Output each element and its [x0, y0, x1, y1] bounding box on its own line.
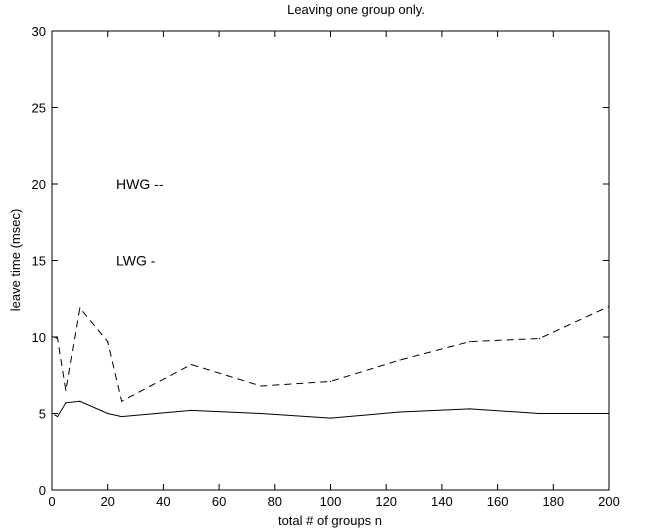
- series-1-point: [54, 414, 56, 416]
- series-0-point: [56, 337, 59, 340]
- series-1-point: [79, 400, 81, 402]
- series-lines: [54, 305, 610, 419]
- series-1-point: [329, 417, 332, 419]
- y-tick-label: 0: [39, 483, 46, 498]
- series-1-point: [121, 415, 123, 418]
- x-tick-label: 0: [48, 494, 55, 509]
- x-tick-label: 140: [431, 494, 453, 509]
- x-tick-label: 180: [542, 494, 564, 509]
- series-0-point: [190, 363, 192, 366]
- chart-title: Leaving one group only.: [287, 2, 425, 17]
- y-tick-label: 15: [32, 254, 46, 269]
- series-0-point: [65, 389, 67, 392]
- series-annotation: LWG -: [116, 253, 156, 269]
- series-1-point: [65, 402, 67, 404]
- x-tick-label: 200: [598, 494, 620, 509]
- series-0-point: [260, 385, 262, 387]
- series-0-point: [399, 359, 401, 361]
- series-0-point: [608, 305, 610, 307]
- series-1-point: [399, 411, 401, 413]
- series-0-point: [54, 336, 56, 338]
- solid-series-line: [54, 400, 609, 419]
- x-tick-label: 40: [156, 494, 170, 509]
- series-1-point: [190, 409, 192, 412]
- series-annotation: HWG --: [116, 176, 164, 192]
- series-0-point: [79, 307, 81, 309]
- x-tick-label: 100: [320, 494, 342, 509]
- x-tick-label: 60: [212, 494, 226, 509]
- series-1-point: [107, 412, 109, 415]
- y-tick-label: 30: [32, 24, 46, 39]
- annotations: HWG -- LWG -: [116, 176, 164, 269]
- series-0-point: [107, 340, 109, 343]
- x-tick-label: 160: [487, 494, 509, 509]
- y-axis-label: leave time (msec): [8, 209, 23, 312]
- x-tick-label: 120: [375, 494, 397, 509]
- series-0-point: [329, 380, 332, 382]
- x-axis-label: total # of groups n: [278, 513, 382, 528]
- series-0-point: [469, 340, 471, 343]
- series-1-point: [608, 412, 610, 415]
- series-0-point: [121, 400, 123, 402]
- dashed-series-line: [54, 305, 610, 403]
- series-1-point: [469, 408, 471, 410]
- axis-ticks: 0 20 40 60 80 100 120 140 160 180 200 0 5 10 15 20 25 30: [32, 24, 620, 509]
- series-1-point: [538, 412, 540, 415]
- x-tick-label: 20: [100, 494, 114, 509]
- y-tick-label: 10: [32, 330, 46, 345]
- series-1-point: [56, 415, 59, 418]
- y-tick-label: 20: [32, 177, 46, 192]
- y-tick-label: 25: [32, 101, 46, 116]
- series-0-point: [538, 337, 540, 340]
- series-1-point: [260, 412, 262, 415]
- x-tick-label: 80: [268, 494, 282, 509]
- y-tick-label: 5: [39, 407, 46, 422]
